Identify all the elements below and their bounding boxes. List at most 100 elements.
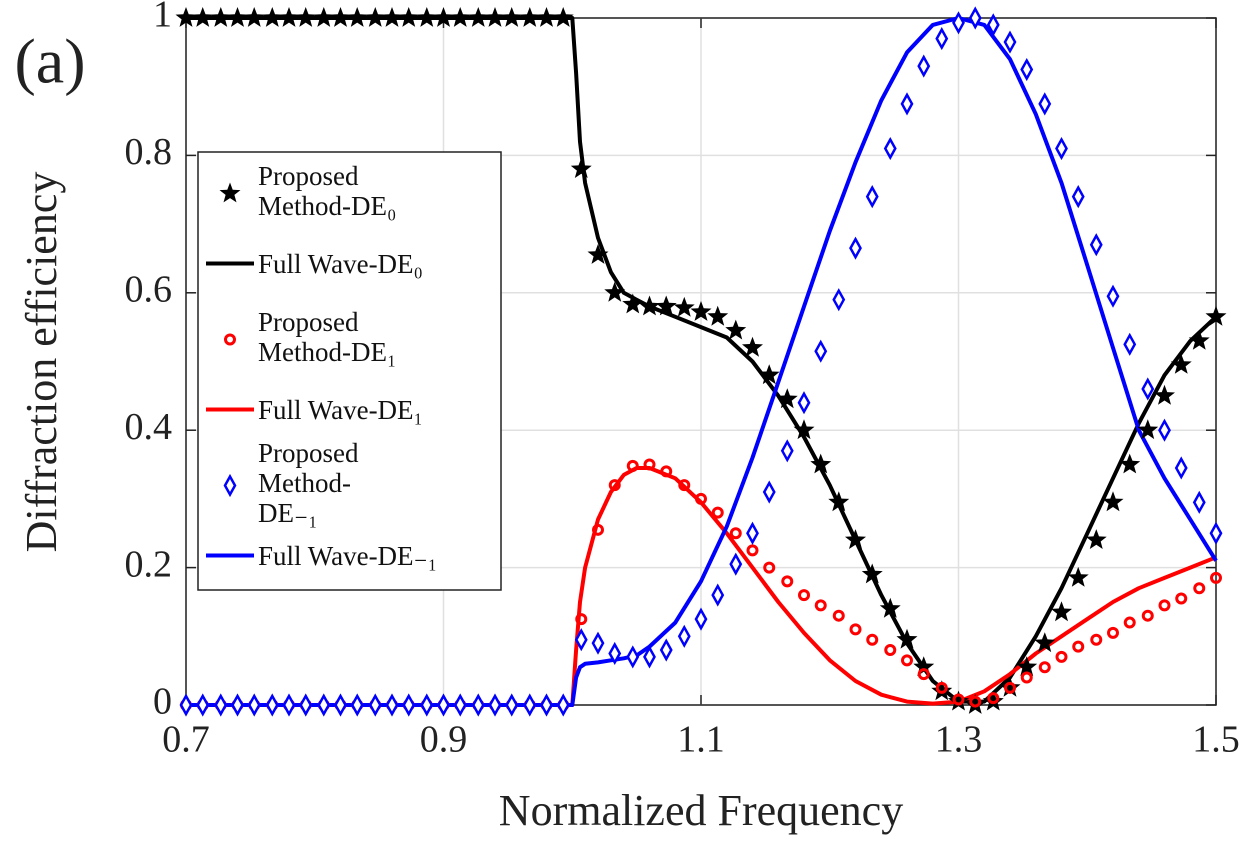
- diamond-marker: [1020, 57, 1034, 82]
- circle-marker: [832, 609, 845, 622]
- star-marker: [913, 656, 935, 677]
- circle-marker: [952, 693, 965, 706]
- star-marker: [243, 7, 265, 27]
- circle-marker: [917, 668, 930, 681]
- star-marker: [536, 7, 557, 27]
- x-tick-label: 1.1: [677, 719, 725, 761]
- circle-marker: [1004, 681, 1016, 694]
- legend-label: Full Wave-DE₁: [258, 394, 423, 425]
- circle-marker: [884, 644, 897, 657]
- star-marker: [1119, 453, 1141, 474]
- legend-label: Full Wave-DE₀: [258, 248, 423, 279]
- star-marker: [227, 7, 248, 27]
- circle-marker: [1175, 592, 1188, 605]
- circle-marker: [575, 613, 588, 626]
- diamond-marker: [402, 693, 416, 717]
- diamond-marker: [1038, 92, 1052, 116]
- star-marker: [982, 690, 1004, 711]
- diamond-marker: [540, 693, 553, 717]
- diamond-marker: [523, 693, 537, 717]
- circle-marker: [1020, 671, 1033, 684]
- diamond-marker: [556, 693, 570, 717]
- star-marker: [758, 364, 780, 385]
- star-marker: [570, 158, 592, 178]
- diamond-marker: [247, 693, 261, 717]
- diamond-marker: [1192, 490, 1206, 514]
- star-marker: [552, 7, 574, 27]
- series-line: [186, 16, 1218, 704]
- diamond-marker: [1071, 185, 1085, 209]
- legend-label: Proposed Method-DE₋₁: [258, 437, 359, 528]
- star-marker: [861, 563, 883, 584]
- diamond-marker: [677, 624, 691, 648]
- star-marker: [742, 336, 763, 357]
- diamond-marker: [643, 645, 656, 669]
- circle-marker: [935, 681, 948, 694]
- star-marker: [1034, 632, 1056, 653]
- legend-label: Proposed Method-DE₀: [258, 160, 397, 221]
- annotation: (a): [14, 26, 85, 97]
- diamond-marker: [1123, 332, 1137, 356]
- star-marker: [673, 296, 695, 317]
- star-marker: [931, 680, 953, 701]
- diamond-marker: [334, 693, 347, 717]
- star-marker: [261, 7, 283, 27]
- diamond-marker: [1003, 30, 1017, 54]
- diamond-marker: [420, 693, 434, 717]
- star-marker: [433, 7, 454, 27]
- circle-marker: [224, 333, 236, 346]
- y-tick-label: 0.4: [125, 406, 173, 448]
- diamond-marker: [299, 693, 313, 717]
- star-marker: [1102, 491, 1124, 512]
- diamond-marker: [368, 693, 382, 717]
- circle-marker: [987, 692, 1000, 705]
- circle-marker: [1072, 640, 1085, 653]
- star-marker: [1067, 566, 1089, 587]
- circle-marker: [729, 527, 742, 540]
- x-tick-label: 0.9: [420, 719, 468, 761]
- diamond-marker: [574, 628, 588, 652]
- circle-marker: [1107, 626, 1119, 639]
- diamond-marker: [900, 92, 914, 116]
- diamond-marker: [694, 607, 708, 631]
- circle-marker: [1055, 650, 1068, 663]
- circle-marker: [763, 561, 776, 574]
- star-marker: [587, 244, 609, 264]
- star-marker: [604, 281, 626, 302]
- star-marker: [519, 7, 541, 27]
- y-tick-label: 0.2: [125, 543, 173, 585]
- star-marker: [364, 7, 386, 27]
- star-marker: [295, 7, 317, 27]
- circle-marker: [626, 459, 639, 472]
- star-marker: [622, 293, 644, 314]
- diamond-marker: [832, 288, 846, 312]
- star-marker: [1085, 529, 1107, 549]
- star-marker: [896, 628, 918, 649]
- circle-marker: [678, 479, 691, 492]
- legend-label: Proposed Method-DE₁: [258, 306, 397, 367]
- circle-marker: [660, 465, 673, 478]
- star-marker: [948, 690, 969, 711]
- diamond-marker: [282, 693, 296, 717]
- diamond-marker: [196, 693, 210, 717]
- circle-marker: [849, 623, 862, 636]
- diamond-marker: [350, 693, 364, 717]
- circle-marker: [711, 506, 724, 519]
- star-marker: [416, 7, 438, 27]
- diamond-marker: [1141, 377, 1155, 401]
- diamond-marker: [626, 645, 640, 669]
- star-marker: [964, 694, 986, 714]
- diamond-marker: [214, 693, 228, 717]
- star-marker: [725, 319, 747, 340]
- diamond-marker: [471, 693, 485, 717]
- circle-marker: [866, 633, 879, 646]
- circle-marker: [695, 492, 707, 505]
- circle-marker: [969, 695, 982, 708]
- circle-marker: [643, 458, 656, 471]
- diamond-marker: [729, 552, 743, 576]
- star-marker: [793, 419, 815, 440]
- circle-marker: [1123, 616, 1136, 629]
- star-marker: [1051, 601, 1072, 622]
